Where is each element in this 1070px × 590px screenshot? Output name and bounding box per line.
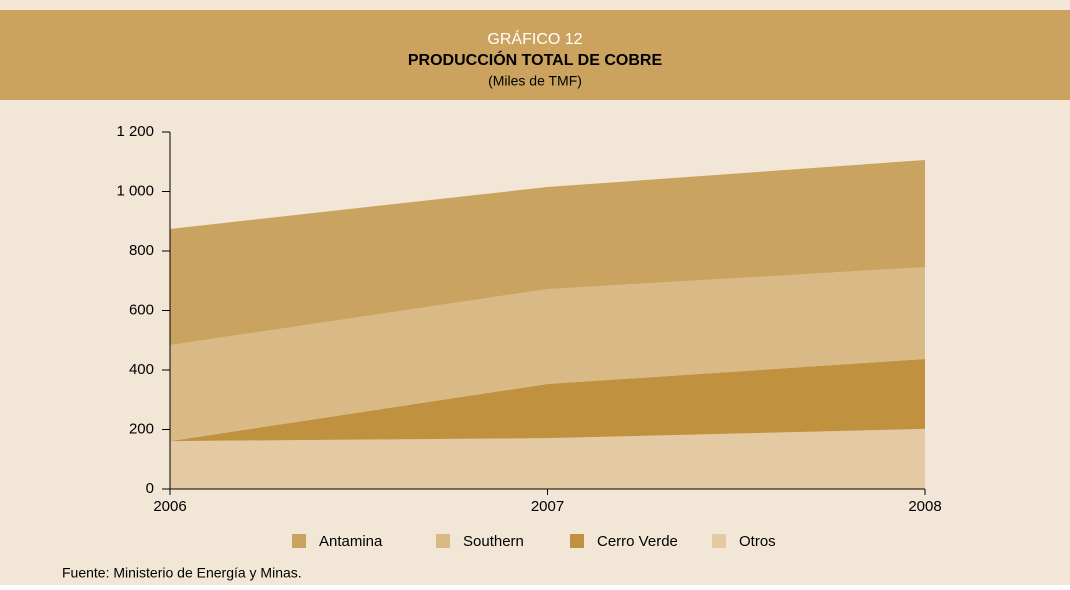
y-tick-label: 1 000: [116, 182, 154, 199]
legend-label: Southern: [463, 533, 524, 550]
x-tick-label: 2006: [153, 498, 186, 515]
legend-label: Cerro Verde: [597, 533, 678, 550]
y-tick-label: 400: [129, 361, 154, 378]
y-tick-label: 200: [129, 420, 154, 437]
area: [170, 428, 925, 489]
legend-swatch: [712, 534, 726, 548]
y-tick-label: 800: [129, 242, 154, 259]
x-tick-label: 2007: [531, 498, 564, 515]
area: [170, 267, 925, 442]
header-band: [0, 10, 1070, 100]
y-tick-label: 1 200: [116, 123, 154, 140]
chart-title: PRODUCCIÓN TOTAL DE COBRE: [408, 50, 663, 69]
x-tick-label: 2008: [908, 498, 941, 515]
area: [170, 358, 925, 442]
legend-swatch: [292, 534, 306, 548]
legend-label: Otros: [739, 533, 776, 550]
y-tick-label: 0: [146, 480, 154, 497]
chart-subtitle: (Miles de TMF): [488, 73, 582, 89]
y-tick-label: 600: [129, 301, 154, 318]
legend-swatch: [570, 534, 584, 548]
area: [170, 159, 925, 346]
legend-swatch: [436, 534, 450, 548]
chart-header: GRÁFICO 12: [487, 29, 582, 48]
source: Fuente: Ministerio de Energía y Minas.: [62, 565, 302, 581]
legend-label: Antamina: [319, 533, 383, 550]
